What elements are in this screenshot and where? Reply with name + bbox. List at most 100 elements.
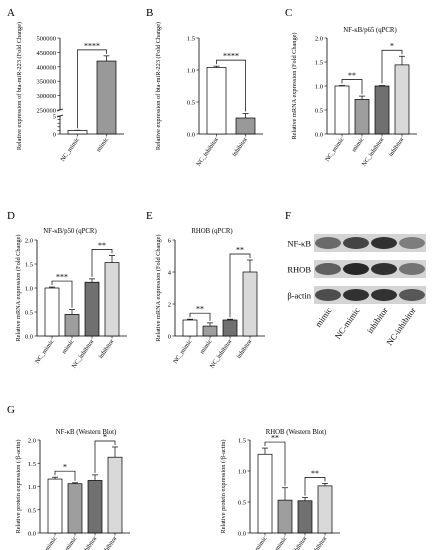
x-tick-label: inhibitor [231, 135, 250, 158]
blot-band [399, 289, 425, 301]
significance-label: ** [196, 305, 204, 314]
significance-bracket [94, 440, 116, 473]
x-tick-label: inhibitor [97, 337, 116, 360]
panel-letter-b: B [146, 7, 153, 19]
significance-bracket [51, 280, 73, 308]
blot-band [315, 237, 341, 249]
bar-inhibitor [317, 485, 333, 534]
y-tick-label: 5 [53, 114, 56, 121]
bar-nc-inhibitor [374, 85, 390, 135]
significance-label: ** [311, 469, 319, 478]
y-tick-label: 0.5 [238, 500, 246, 507]
y-tick-label: 0.5 [187, 100, 195, 107]
significance-label: * [390, 42, 394, 51]
chart-title: NF-κB/p50 (qPCR) [43, 228, 96, 235]
blot-row-label: β-actin [287, 291, 311, 301]
blot-band [315, 263, 341, 275]
significance-label: ** [348, 71, 356, 80]
y-tick-label: 0.0 [187, 132, 195, 139]
blot-row-label: NF-κB [287, 239, 311, 249]
significance-bracket [341, 79, 363, 95]
bar-nc-mimic [44, 287, 60, 337]
bar-inhibitor [235, 117, 256, 135]
bar-inhibitor [104, 262, 120, 337]
x-tick-label: NC_inhibitor [284, 534, 310, 550]
panel-e-chart: 0 2 4 6 Relative mRNA expression (Fold Chang… [155, 228, 265, 370]
significance-bracket [216, 59, 246, 112]
blot-band [343, 237, 369, 249]
panel-letter-g: G [7, 404, 15, 416]
significance-bracket [77, 49, 107, 129]
x-tick-label: NC_mimic [37, 535, 59, 550]
y-tick-label: 0.0 [25, 334, 33, 341]
significance-bracket [189, 312, 211, 321]
significance-label: ** [98, 241, 106, 250]
blot-lane-label: mimic [313, 305, 334, 329]
bar-nc-mimic [47, 478, 63, 534]
y-tick-label: 250000 [37, 108, 57, 115]
bar-nc-inhibitor [206, 67, 227, 135]
panel-letter-e: E [146, 210, 153, 222]
y-tick-label: 500000 [37, 36, 57, 43]
bar-mimic [354, 99, 370, 135]
x-tick-label: mimic [351, 136, 366, 153]
bar-inhibitor [394, 64, 410, 135]
panel-c-chart: 0.0 0.5 1.0 1.5 2.0 Relative mRNA expression … [291, 27, 417, 168]
x-tick-label: NC_mimic [34, 338, 56, 365]
panel-letter-d: D [7, 210, 15, 222]
panel-b-chart: 0.0 0.5 1.0 1.5 Relative expression of bta-m… [155, 22, 263, 168]
x-tick-label: NC_mimic [247, 535, 269, 550]
y-tick-label: 6 [168, 238, 172, 245]
bar-mimic [96, 60, 117, 135]
y-tick-label: 300000 [37, 93, 57, 100]
y-axis-label: Relative protein expression (/β-actin) [15, 440, 22, 534]
y-tick-label: 1.0 [25, 286, 33, 293]
y-tick-label: 1.0 [28, 484, 36, 491]
significance-label: ** [271, 434, 279, 443]
x-tick-label: mimic [199, 338, 214, 355]
x-tick-label: NC_mimic [324, 136, 346, 163]
blot-band [343, 263, 369, 275]
y-tick-label: 0.5 [315, 108, 323, 115]
panel-letter-a: A [7, 7, 15, 19]
bar-mimic [64, 314, 80, 337]
x-tick-label: mimic [64, 535, 79, 550]
blot-band [315, 289, 341, 301]
y-tick-label: 400000 [37, 64, 57, 71]
chart-title: NF-κB/p65 (qPCR) [343, 27, 396, 34]
bar-mimic [277, 499, 293, 534]
y-tick-label: 1.5 [315, 60, 323, 67]
blot-band [399, 263, 425, 275]
significance-bracket [91, 249, 113, 277]
y-tick-label: 0 [53, 132, 56, 139]
panel-g-rhob-chart: 0.0 0.5 1.0 1.5 Relative protein expression … [220, 429, 340, 550]
blot-row-label: RHOB [287, 265, 311, 275]
chart-title: RHOB (qPCR) [191, 228, 232, 235]
bar-nc-inhibitor [84, 281, 100, 337]
y-tick-label: 0.5 [28, 507, 36, 514]
x-tick-label: mimic [61, 338, 76, 355]
bar-mimic [67, 483, 83, 534]
bar-nc-inhibitor [297, 500, 313, 534]
y-tick-label: 2.0 [28, 438, 36, 445]
significance-bracket [381, 49, 403, 84]
y-tick-label: 350000 [37, 79, 57, 86]
bar-inhibitor [242, 271, 258, 337]
panel-letter-c: C [285, 7, 292, 19]
y-tick-label: 1.0 [187, 68, 195, 75]
y-axis-label: Relative mRNA expression (Fold Change) [15, 234, 22, 341]
y-tick-label: 1.0 [238, 469, 246, 476]
significance-label: * [103, 432, 107, 441]
x-tick-label: inhibitor [310, 534, 329, 550]
x-tick-label: NC_inhibitor [195, 135, 221, 167]
significance-bracket [54, 470, 76, 481]
bar-nc-inhibitor [87, 480, 103, 534]
y-axis-label: Relative mRNA expression (Fold Change) [155, 234, 162, 341]
y-tick-label: 0.5 [25, 310, 33, 317]
bar-nc-inhibitor [222, 319, 238, 337]
x-tick-label: NC_inhibitor [74, 534, 100, 550]
panel-letter-f: F [285, 210, 291, 222]
blot-band [371, 237, 397, 249]
